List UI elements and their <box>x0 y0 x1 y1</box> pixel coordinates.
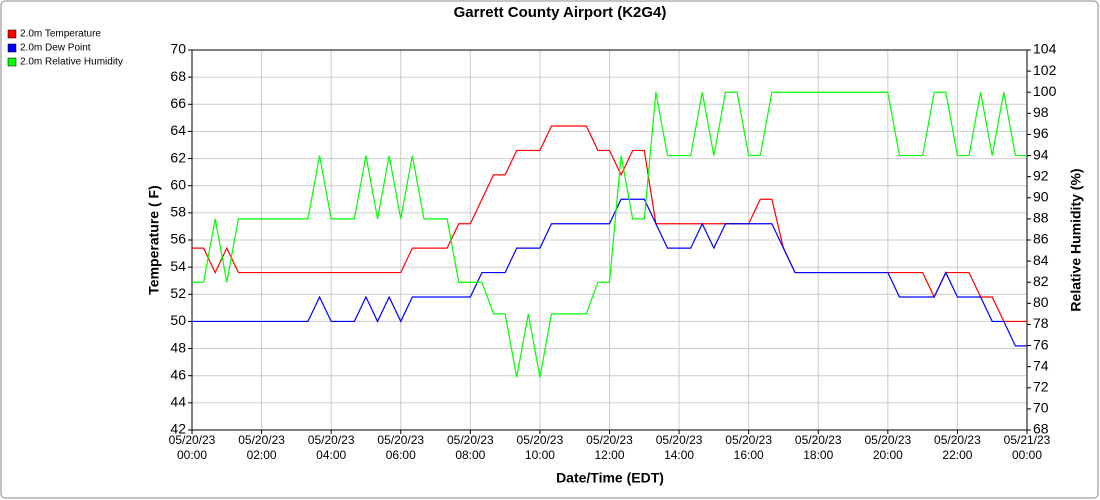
x-tick-label: 05/20/23 12:00 <box>586 433 633 462</box>
chart-title: Garrett County Airport (K2G4) <box>454 4 667 21</box>
y-tick-label: 44 <box>170 394 186 410</box>
y2-tick-label: 70 <box>1033 400 1049 416</box>
x-tick-label: 05/20/23 10:00 <box>517 433 564 462</box>
y-tick-label: 46 <box>170 366 186 382</box>
legend-swatch <box>7 43 17 53</box>
x-tick-label: 05/21/23 00:00 <box>1004 433 1051 462</box>
plot-area <box>191 49 1028 431</box>
y-tick-label: 48 <box>170 339 186 355</box>
y-tick-label: 52 <box>170 285 186 301</box>
y-tick-label: 66 <box>170 95 186 111</box>
y-tick-label: 54 <box>170 258 186 274</box>
y2-tick-label: 86 <box>1033 231 1049 247</box>
y2-tick-label: 76 <box>1033 336 1049 352</box>
y-tick-label: 60 <box>170 176 186 192</box>
x-tick-label: 05/20/23 00:00 <box>169 433 216 462</box>
x-tick-label: 05/20/23 06:00 <box>377 433 424 462</box>
x-tick-label: 05/20/23 02:00 <box>238 433 285 462</box>
y2-tick-label: 104 <box>1033 41 1057 57</box>
y-tick-label: 42 <box>170 421 186 437</box>
y2-tick-label: 72 <box>1033 378 1049 394</box>
legend-swatch <box>7 29 17 39</box>
y2-tick-label: 84 <box>1033 252 1049 268</box>
y2-tick-label: 80 <box>1033 294 1049 310</box>
y-tick-label: 64 <box>170 122 186 138</box>
y-tick-label: 50 <box>170 312 186 328</box>
series-line <box>192 198 1027 347</box>
x-tick-label: 05/20/23 14:00 <box>656 433 703 462</box>
y-tick-label: 62 <box>170 149 186 165</box>
x-tick-label: 05/20/23 22:00 <box>934 433 981 462</box>
y-tick-label: 58 <box>170 204 186 220</box>
x-tick-label: 05/20/23 18:00 <box>795 433 842 462</box>
y2-tick-label: 88 <box>1033 210 1049 226</box>
y-tick-label: 68 <box>170 68 186 84</box>
y-tick-label: 70 <box>170 41 186 57</box>
y2-tick-label: 96 <box>1033 125 1049 141</box>
series-line <box>192 91 1027 378</box>
y2-tick-label: 82 <box>1033 273 1049 289</box>
y2-tick-label: 92 <box>1033 167 1049 183</box>
legend-label: 2.0m Relative Humidity <box>20 57 123 68</box>
legend-label: 2.0m Dew Point <box>20 43 91 54</box>
y-axis-label: Temperature ( F) <box>146 185 162 294</box>
y2-tick-label: 94 <box>1033 146 1049 162</box>
x-tick-label: 05/20/23 16:00 <box>725 433 772 462</box>
x-axis-label: Date/Time (EDT) <box>556 470 664 486</box>
x-tick-label: 05/20/23 04:00 <box>308 433 355 462</box>
y2-tick-label: 100 <box>1033 83 1057 99</box>
y2-tick-label: 102 <box>1033 62 1057 78</box>
x-tick-label: 05/20/23 20:00 <box>864 433 911 462</box>
x-tick-label: 05/20/23 08:00 <box>447 433 494 462</box>
y2-tick-label: 90 <box>1033 188 1049 204</box>
y2-tick-label: 78 <box>1033 315 1049 331</box>
y2-tick-label: 98 <box>1033 104 1049 120</box>
legend-label: 2.0m Temperature <box>20 29 101 40</box>
y-tick-label: 56 <box>170 231 186 247</box>
y2-tick-label: 68 <box>1033 421 1049 437</box>
y2-axis-label: Relative Humidity (%) <box>1068 168 1084 311</box>
y2-tick-label: 74 <box>1033 357 1049 373</box>
legend-swatch <box>7 57 17 67</box>
